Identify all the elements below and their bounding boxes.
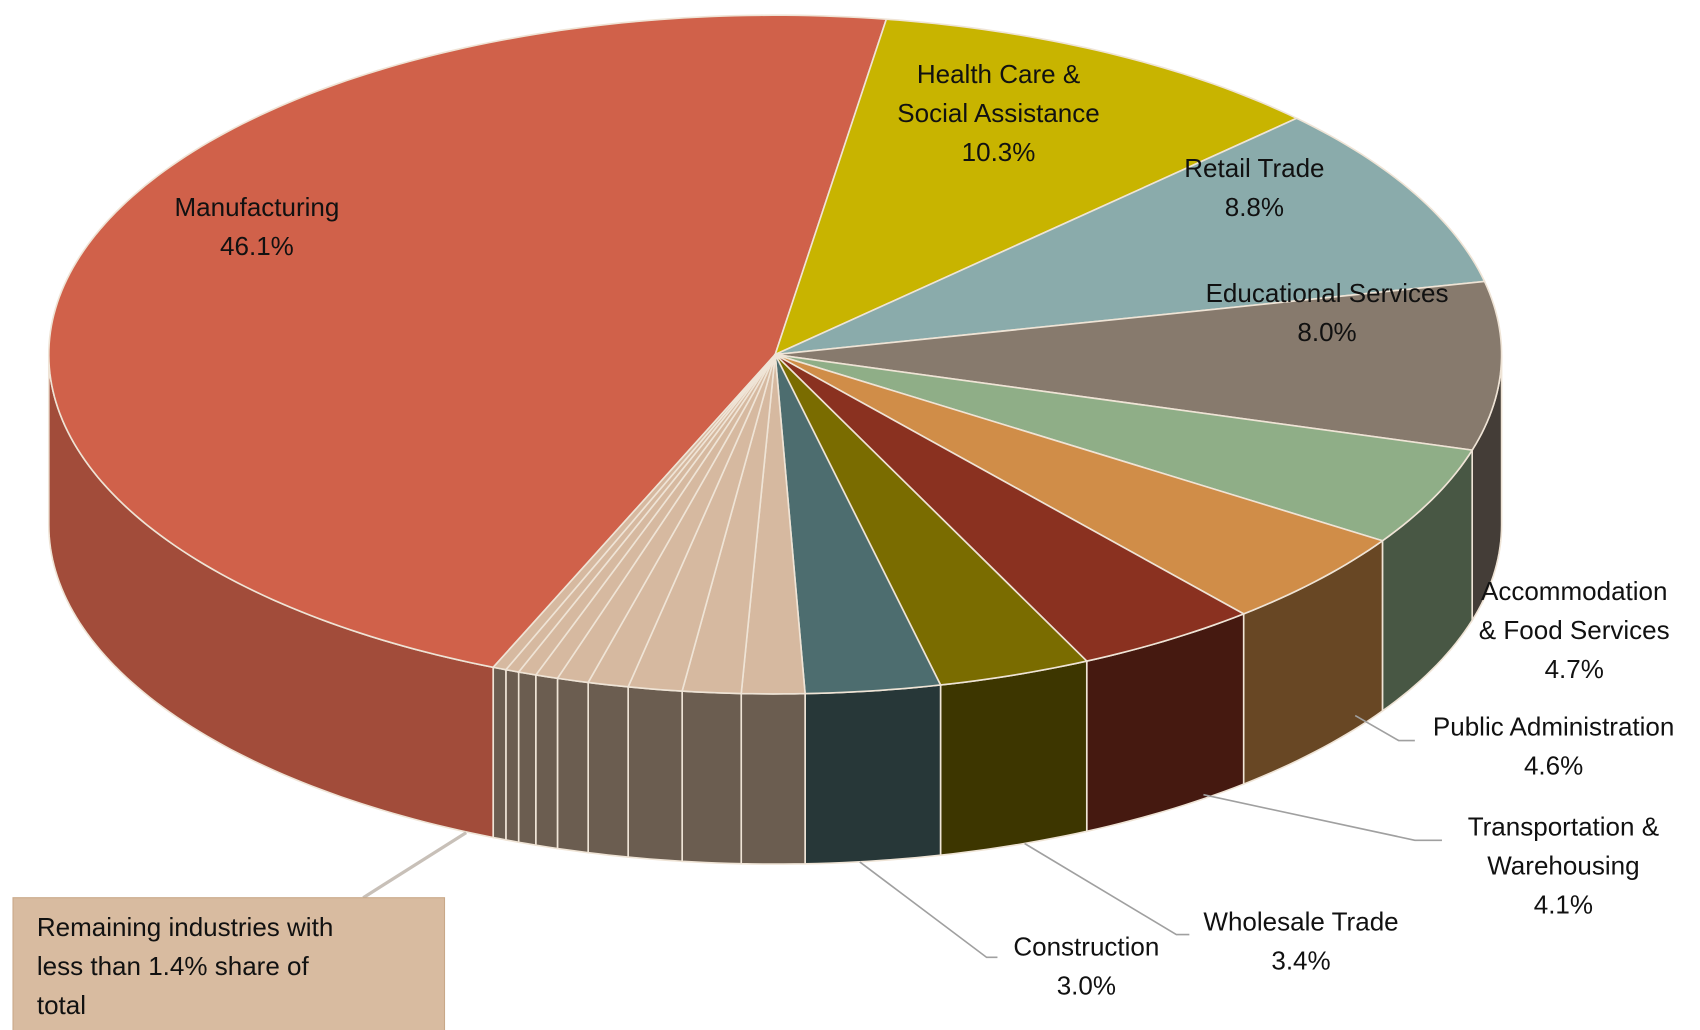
- leader-line: [362, 831, 468, 900]
- label-line: less than 1.4% share of: [37, 951, 310, 981]
- slice-side: [740, 692, 806, 865]
- label-line: Transportation &: [1468, 811, 1659, 841]
- slice: [774, 353, 1474, 542]
- label-line: Social Assistance: [897, 98, 1099, 128]
- label-line: Construction: [1013, 932, 1159, 962]
- slice: [47, 14, 888, 669]
- label-text: Manufacturing: [175, 192, 340, 222]
- label-line: Retail Trade: [1184, 153, 1324, 183]
- slice-side: [556, 677, 589, 854]
- label-line: total: [37, 990, 86, 1020]
- value-label: 10.3%: [962, 137, 1036, 167]
- slice-side: [505, 668, 520, 844]
- label-line: Public Administration: [1433, 711, 1674, 741]
- label-line: Remaining industries with: [37, 912, 333, 942]
- label-text: Health Care & Social Assistance: [897, 59, 1099, 128]
- label-line: Wholesale Trade: [1203, 907, 1398, 937]
- slice: [774, 117, 1486, 356]
- label-line: Educational Services: [1206, 278, 1449, 308]
- annotation-box: [12, 897, 446, 1030]
- label-line: Accommodation: [1481, 576, 1668, 606]
- label-text: Accommodation & Food Services: [1479, 576, 1670, 645]
- value-label: 3.4%: [1271, 946, 1330, 976]
- slice-side: [535, 673, 559, 850]
- label-line: Warehousing: [1487, 850, 1639, 880]
- value-label: 4.1%: [1534, 889, 1593, 919]
- slice: [491, 353, 776, 671]
- slice-side: [681, 690, 743, 865]
- value-label: 4.7%: [1545, 654, 1604, 684]
- label-line: Health Care &: [917, 59, 1080, 89]
- value-label: 8.0%: [1297, 317, 1356, 347]
- leader-lines: [362, 714, 1442, 959]
- label-text: Public Administration: [1433, 711, 1674, 741]
- label-line: & Food Services: [1479, 615, 1670, 645]
- slice-side: [517, 671, 537, 847]
- slice: [740, 354, 806, 695]
- slice: [774, 354, 942, 695]
- slice-side: [492, 666, 507, 841]
- value-label: 4.6%: [1524, 750, 1583, 780]
- value-label: 8.8%: [1225, 192, 1284, 222]
- slice: [774, 353, 1385, 615]
- label-text: Construction: [1013, 932, 1159, 962]
- label-text: Transportation & Warehousing: [1468, 811, 1659, 880]
- value-label: 46.1%: [220, 231, 294, 261]
- pie-tops: [47, 14, 1503, 695]
- slice-side: [939, 660, 1088, 857]
- leader-line: [859, 861, 998, 959]
- slice-side: [804, 684, 942, 865]
- slice-side: [587, 681, 629, 858]
- label-text: Wholesale Trade: [1203, 907, 1398, 937]
- label-text: Remaining industries with less than 1.4% …: [37, 912, 333, 1020]
- leader-line: [1203, 793, 1442, 842]
- label-line: Manufacturing: [175, 192, 340, 222]
- slice: [775, 280, 1503, 452]
- slice: [773, 18, 1299, 357]
- leader-line: [1024, 842, 1190, 936]
- pie-sides: [47, 354, 1503, 865]
- slice-side: [627, 685, 683, 863]
- value-label: 3.0%: [1057, 971, 1116, 1001]
- leader-line: [1354, 714, 1415, 742]
- label-text: Educational Services: [1206, 278, 1449, 308]
- slice: [774, 353, 1089, 686]
- slice: [774, 353, 1246, 662]
- labels: Manufacturing 46.1% Health Care & Social As…: [37, 59, 1675, 1020]
- label-text: Retail Trade: [1184, 153, 1324, 183]
